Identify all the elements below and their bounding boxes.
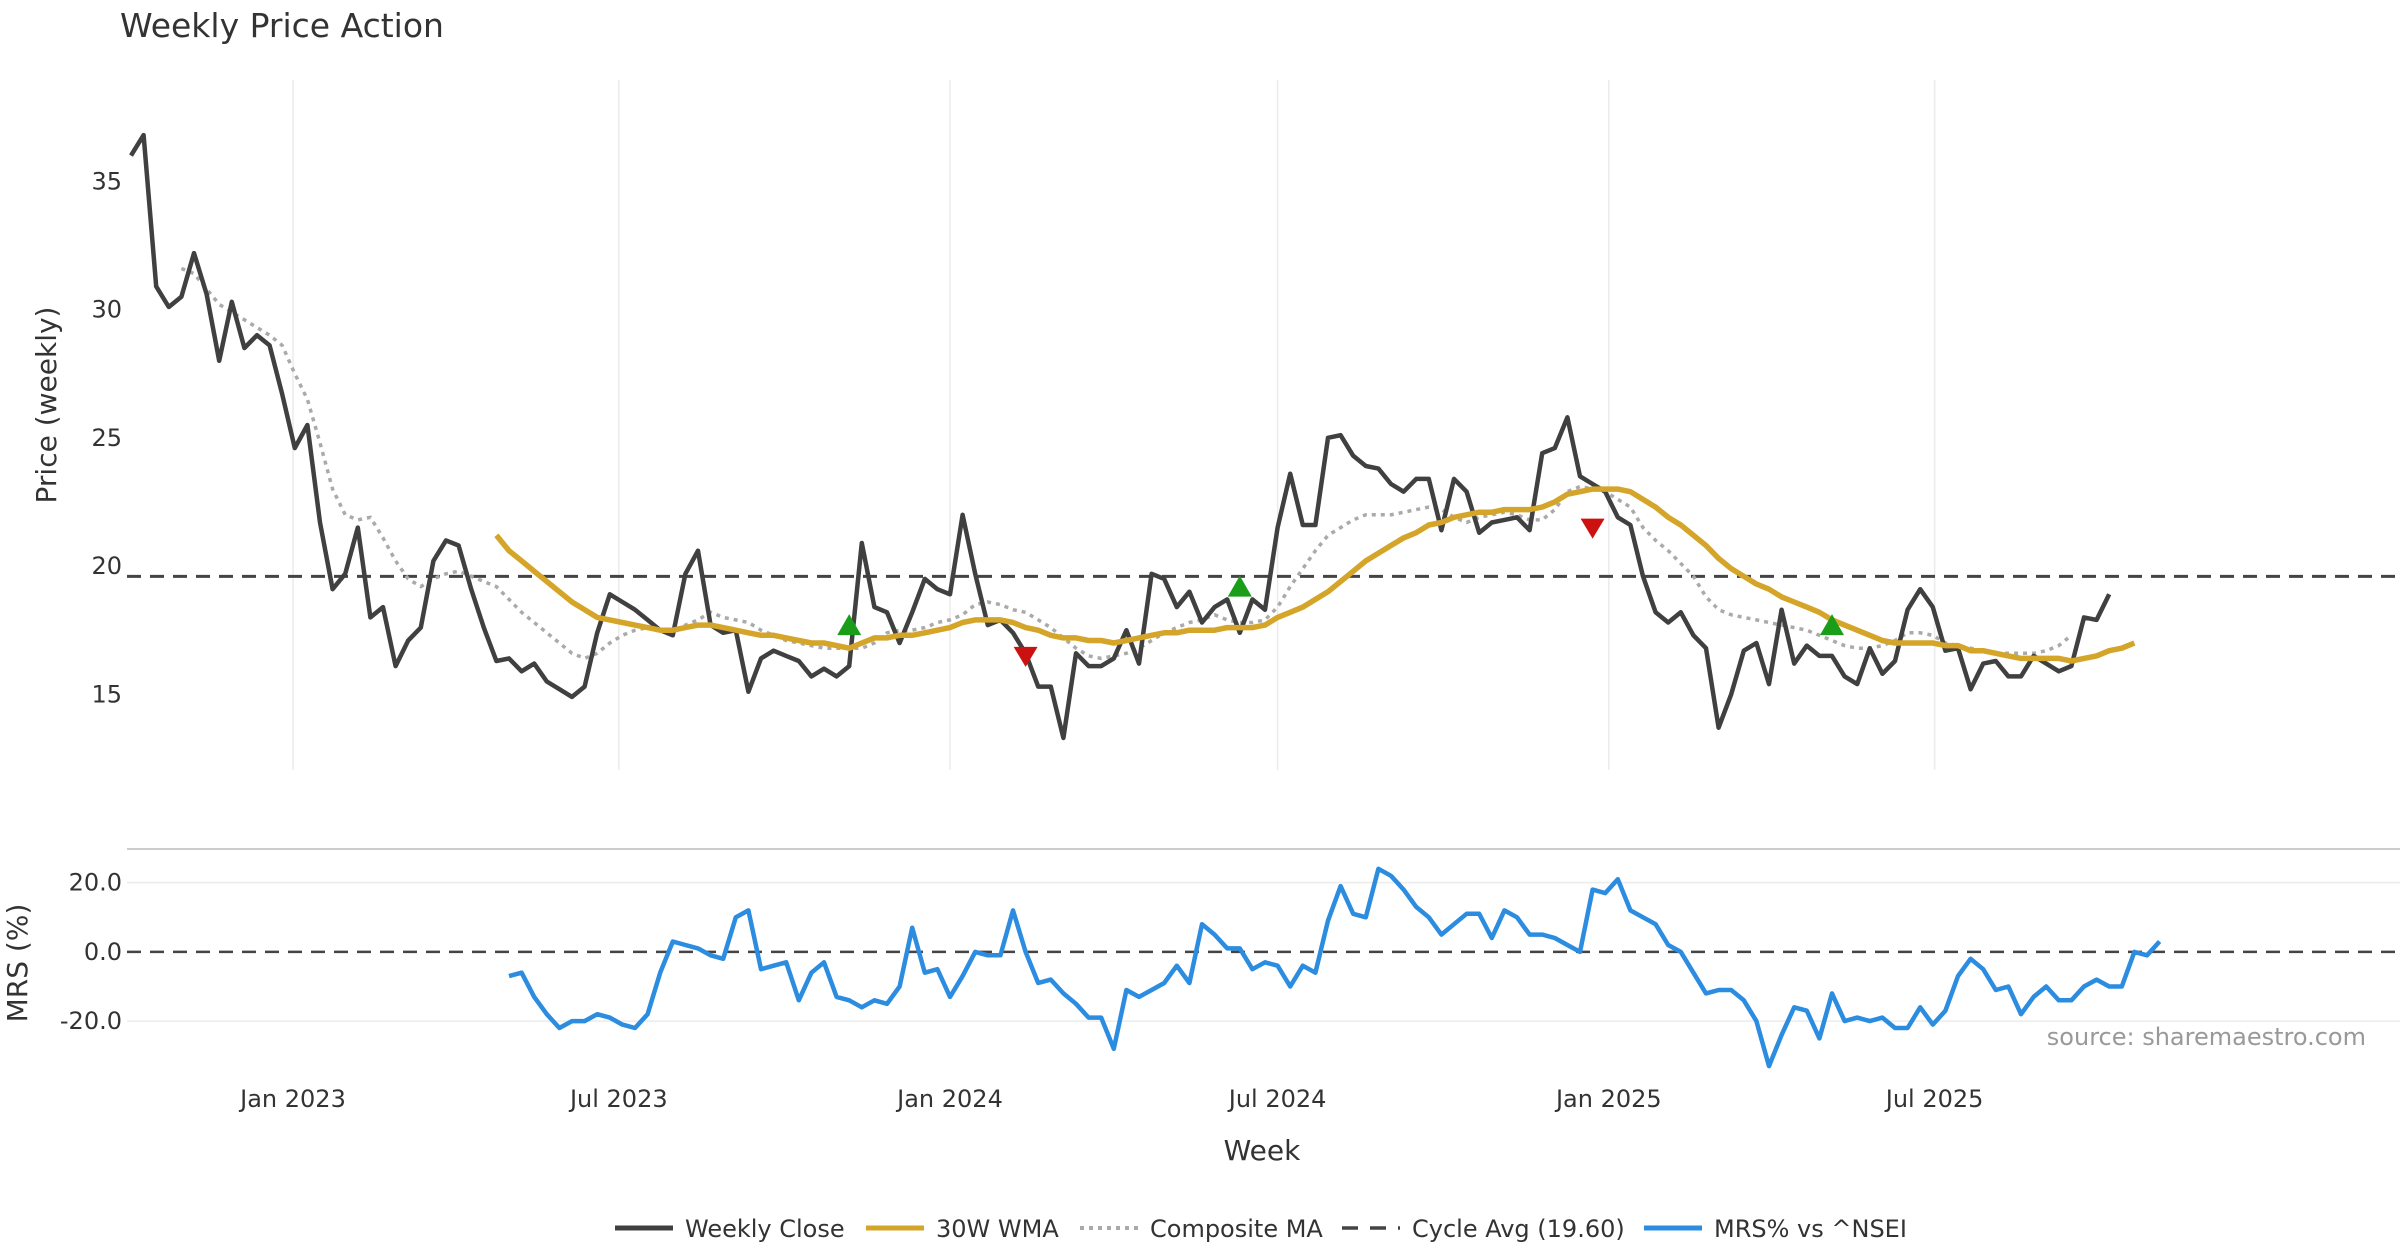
composite-ma-line xyxy=(180,266,2073,661)
legend-label: MRS% vs ^NSEI xyxy=(1714,1215,1907,1243)
x-tick-label: Jul 2025 xyxy=(1884,1085,1984,1113)
x-axis: Jan 2023 Jul 2023 Jan 2024 Jul 2024 Jan 2025… xyxy=(238,1085,1983,1113)
x-tick-label: Jan 2025 xyxy=(1554,1085,1662,1113)
mrs-tick-label: -20.0 xyxy=(60,1007,122,1035)
mrs-axis-label: MRS (%) xyxy=(1,904,34,1023)
price-tick-label: 15 xyxy=(91,680,122,708)
legend-label: Weekly Close xyxy=(685,1215,845,1243)
x-tick-label: Jan 2023 xyxy=(238,1085,346,1113)
mrs-tick-label: 20.0 xyxy=(69,869,122,897)
weekly-close-line xyxy=(129,132,2112,741)
chart-title: Weekly Price Action xyxy=(120,6,444,45)
price-tick-label: 25 xyxy=(91,424,122,452)
wma-30w-line xyxy=(494,486,2136,664)
sell-signal-marker xyxy=(1013,646,1038,667)
buy-signal-marker xyxy=(1227,575,1252,597)
price-axis-label: Price (weekly) xyxy=(30,307,63,504)
buy-signal-marker xyxy=(837,614,862,636)
legend-label: 30W WMA xyxy=(936,1215,1059,1243)
mrs-line xyxy=(508,866,2162,1069)
mrs-tick-label: 0.0 xyxy=(84,938,122,966)
x-tick-label: Jan 2024 xyxy=(895,1085,1003,1113)
price-y-axis: 15 20 25 30 35 xyxy=(91,167,122,708)
price-panel xyxy=(127,132,2400,741)
legend-label: Cycle Avg (19.60) xyxy=(1412,1215,1625,1243)
sell-signal-marker xyxy=(1580,518,1605,539)
legend: Weekly Close 30W WMA Composite MA Cycle Avg… xyxy=(615,1215,1907,1243)
source-note: source: sharemaestro.com xyxy=(2047,1023,2366,1051)
mrs-y-axis: 20.0 0.0 -20.0 xyxy=(60,848,2400,1035)
mrs-panel xyxy=(127,866,2400,1069)
buy-signal-marker xyxy=(1820,614,1844,636)
legend-label: Composite MA xyxy=(1150,1215,1323,1243)
price-tick-label: 30 xyxy=(91,296,122,324)
price-tick-label: 20 xyxy=(91,552,122,580)
x-axis-label: Week xyxy=(1224,1134,1301,1167)
x-tick-label: Jul 2023 xyxy=(568,1085,668,1113)
price-tick-label: 35 xyxy=(91,167,122,195)
vertical-gridlines xyxy=(292,80,1936,770)
x-tick-label: Jul 2024 xyxy=(1227,1085,1327,1113)
